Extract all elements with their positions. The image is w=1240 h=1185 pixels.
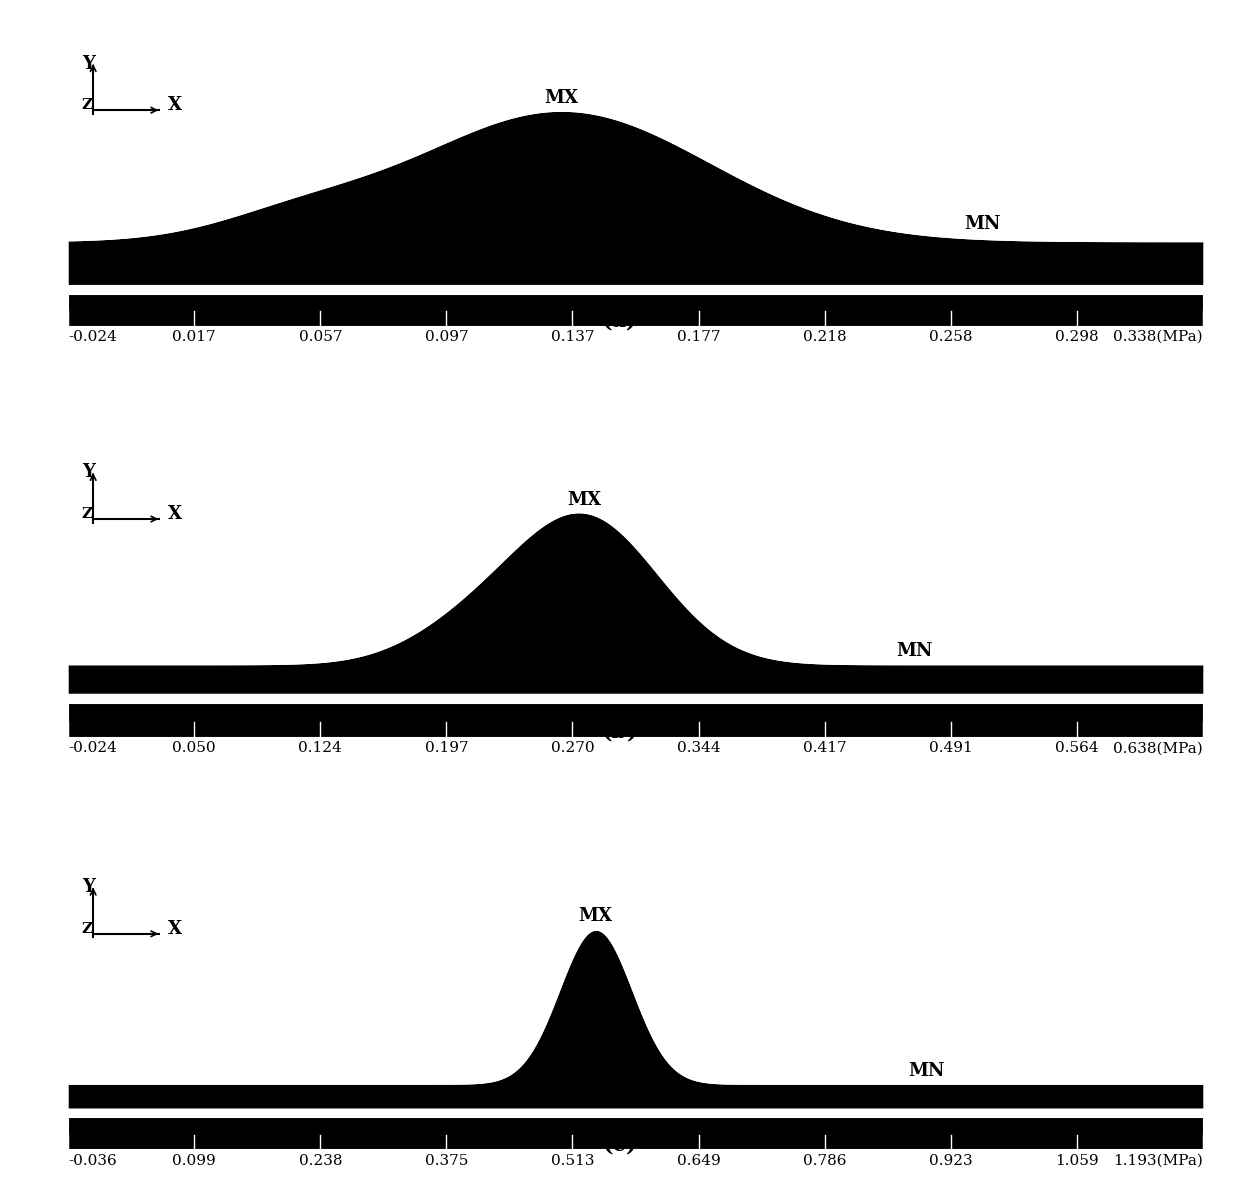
Text: 0.786: 0.786 — [802, 1154, 847, 1167]
Text: MX: MX — [579, 908, 613, 925]
Text: 1.193(MPa): 1.193(MPa) — [1114, 1154, 1203, 1167]
Text: 0.238: 0.238 — [299, 1154, 342, 1167]
Text: 0.344: 0.344 — [677, 742, 720, 755]
Text: 0.057: 0.057 — [299, 329, 342, 344]
Text: 0.491: 0.491 — [929, 742, 972, 755]
Text: (b): (b) — [601, 720, 639, 743]
Text: 0.218: 0.218 — [802, 329, 847, 344]
Text: Z: Z — [82, 507, 93, 521]
Text: 0.124: 0.124 — [299, 742, 342, 755]
Text: X: X — [169, 96, 182, 115]
Text: -0.036: -0.036 — [68, 1154, 117, 1167]
Text: 0.298: 0.298 — [1055, 329, 1099, 344]
Text: MN: MN — [908, 1062, 945, 1080]
Text: -0.024: -0.024 — [68, 742, 117, 755]
Text: (c): (c) — [603, 1133, 637, 1155]
Text: 0.338(MPa): 0.338(MPa) — [1114, 329, 1203, 344]
Text: 0.649: 0.649 — [677, 1154, 720, 1167]
Text: 0.137: 0.137 — [551, 329, 594, 344]
Text: 0.513: 0.513 — [551, 1154, 594, 1167]
Text: Y: Y — [82, 878, 94, 896]
Text: MN: MN — [965, 216, 1001, 233]
Text: 0.097: 0.097 — [424, 329, 469, 344]
Text: Y: Y — [82, 463, 94, 481]
Text: Z: Z — [82, 98, 93, 113]
Text: 0.050: 0.050 — [172, 742, 216, 755]
Text: Y: Y — [82, 55, 94, 72]
Text: 0.099: 0.099 — [172, 1154, 216, 1167]
Text: 1.059: 1.059 — [1055, 1154, 1099, 1167]
Text: 0.923: 0.923 — [929, 1154, 972, 1167]
Text: MX: MX — [568, 491, 601, 508]
Text: Z: Z — [82, 922, 93, 936]
Text: 0.417: 0.417 — [802, 742, 847, 755]
Text: X: X — [169, 920, 182, 939]
Text: 0.564: 0.564 — [1055, 742, 1099, 755]
Text: MX: MX — [544, 89, 579, 107]
Text: (a): (a) — [603, 309, 637, 332]
Text: 0.017: 0.017 — [172, 329, 216, 344]
Text: 0.638(MPa): 0.638(MPa) — [1114, 742, 1203, 755]
Text: 0.177: 0.177 — [677, 329, 720, 344]
Text: -0.024: -0.024 — [68, 329, 117, 344]
Text: 0.197: 0.197 — [424, 742, 469, 755]
Text: 0.375: 0.375 — [425, 1154, 467, 1167]
Text: X: X — [169, 505, 182, 524]
Text: 0.270: 0.270 — [551, 742, 594, 755]
Text: 0.258: 0.258 — [929, 329, 972, 344]
Text: MN: MN — [897, 642, 932, 660]
